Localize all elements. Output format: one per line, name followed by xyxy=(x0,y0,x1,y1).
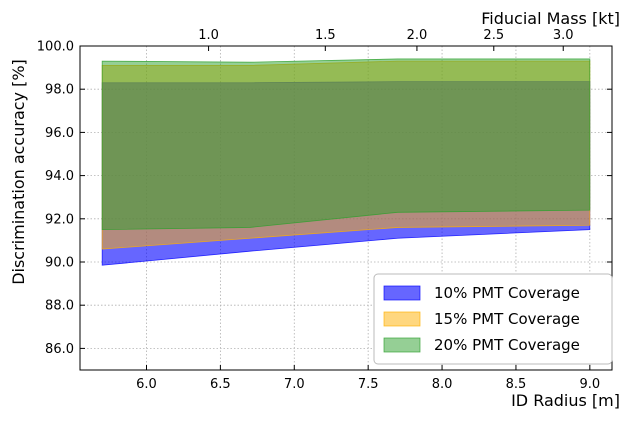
y-tick-label: 94.0 xyxy=(45,169,74,184)
x-tick-label: 8.0 xyxy=(432,377,453,392)
legend-swatch xyxy=(383,311,421,327)
x2-tick-label: 2.5 xyxy=(483,28,504,43)
legend-label: 10% PMT Coverage xyxy=(434,284,580,302)
x-tick-label: 7.5 xyxy=(358,377,379,392)
x2-tick-label: 2.0 xyxy=(407,28,428,43)
y-tick-label: 98.0 xyxy=(45,83,74,98)
x-tick-label: 9.0 xyxy=(579,377,600,392)
y-tick-label: 90.0 xyxy=(45,256,74,271)
x-tick-label: 6.0 xyxy=(136,377,157,392)
x-axis-title: ID Radius [m] xyxy=(511,391,620,410)
y-tick-label: 88.0 xyxy=(45,299,74,314)
y-tick-label: 92.0 xyxy=(45,212,74,227)
legend-swatch xyxy=(383,337,421,353)
area-band-3 xyxy=(101,58,591,231)
y-axis-title: Discrimination accuracy [%] xyxy=(9,59,28,285)
plot-frame xyxy=(79,45,613,371)
y-tick-label: 100.0 xyxy=(37,40,74,55)
y-tick-label: 96.0 xyxy=(45,126,74,141)
legend: 10% PMT Coverage 15% PMT Coverage 20% PMT … xyxy=(373,273,613,365)
x-tick-label: 7.0 xyxy=(284,377,305,392)
ticks xyxy=(80,45,612,370)
legend-label: 15% PMT Coverage xyxy=(434,310,580,328)
x2-tick-label: 3.0 xyxy=(553,28,574,43)
tick-labels: 6.0 6.5 7.0 7.5 8.0 8.5 9.0 86.0 88.0 90.0 92.0 94.… xyxy=(37,28,600,392)
x-tick-label: 6.5 xyxy=(210,377,231,392)
legend-swatch xyxy=(383,285,421,301)
legend-frame xyxy=(373,273,613,365)
x2-axis-title: Fiducial Mass [kt] xyxy=(481,9,620,28)
area-series xyxy=(101,58,591,266)
x2-tick-label: 1.5 xyxy=(315,28,336,43)
x-tick-label: 8.5 xyxy=(506,377,527,392)
x2-tick-label: 1.0 xyxy=(198,28,219,43)
legend-label: 20% PMT Coverage xyxy=(434,336,580,354)
y-tick-label: 86.0 xyxy=(45,342,74,357)
